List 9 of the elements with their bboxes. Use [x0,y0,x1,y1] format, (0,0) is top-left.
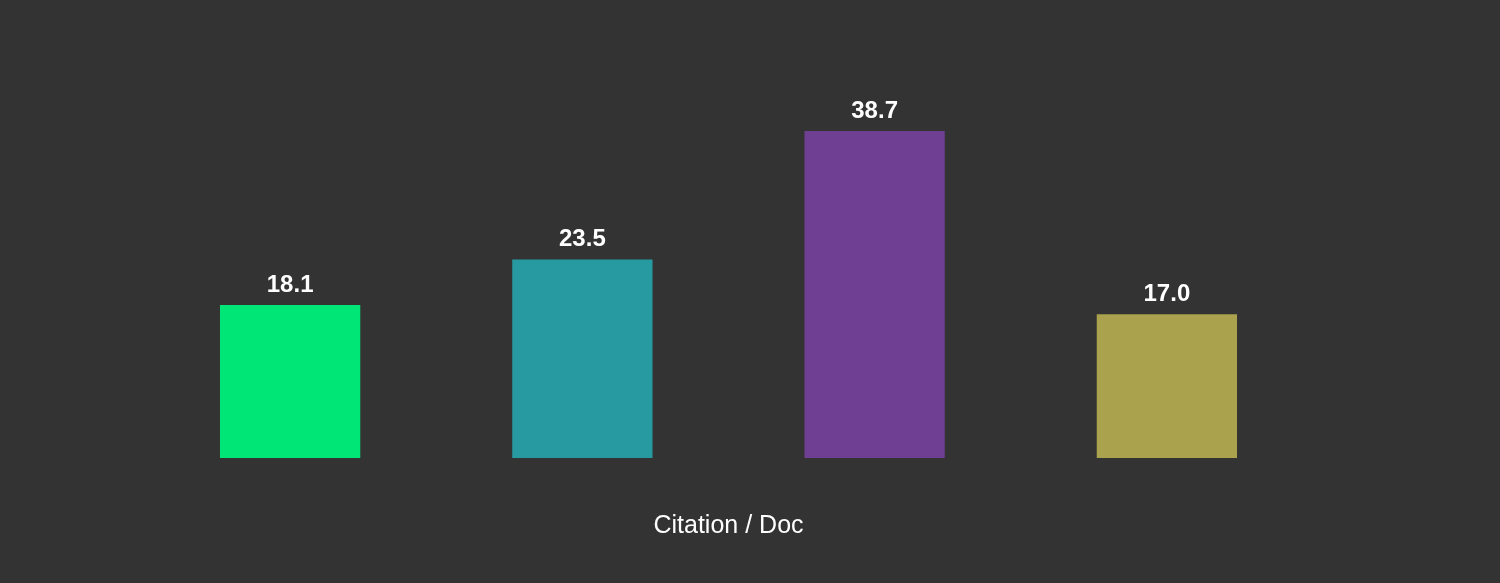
data-label: 38.7 [851,95,898,123]
bar [219,305,361,458]
x-axis-title: Citation / Doc [653,509,804,538]
bar [804,130,945,458]
data-label: 23.5 [559,224,606,252]
bar [1096,314,1238,458]
bar [512,259,653,458]
data-label: 17.0 [1143,278,1191,306]
data-label: 18.1 [266,269,314,297]
